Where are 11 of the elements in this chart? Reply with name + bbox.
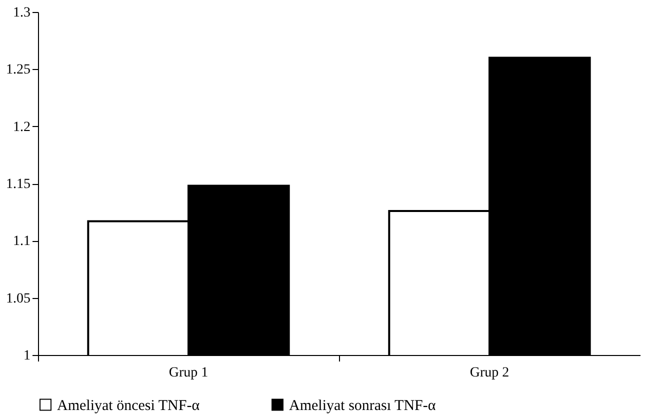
y-tick-label: 1 bbox=[24, 348, 30, 364]
y-tick-label: 1.2 bbox=[13, 120, 30, 135]
legend-label: Ameliyat sonrası TNF-α bbox=[289, 398, 436, 414]
y-tick-label: 1.15 bbox=[6, 177, 30, 192]
x-tick-label: Grup 1 bbox=[168, 366, 208, 380]
y-tick-label: 1.3 bbox=[13, 6, 30, 20]
y-tick-label: 1.05 bbox=[6, 291, 30, 306]
y-tick-label: 1.1 bbox=[13, 234, 30, 250]
x-tick-label: Grup 2 bbox=[470, 366, 510, 380]
y-tick-label: 1.25 bbox=[6, 62, 30, 78]
legend-label: Ameliyat öncesi TNF-α bbox=[57, 398, 200, 414]
